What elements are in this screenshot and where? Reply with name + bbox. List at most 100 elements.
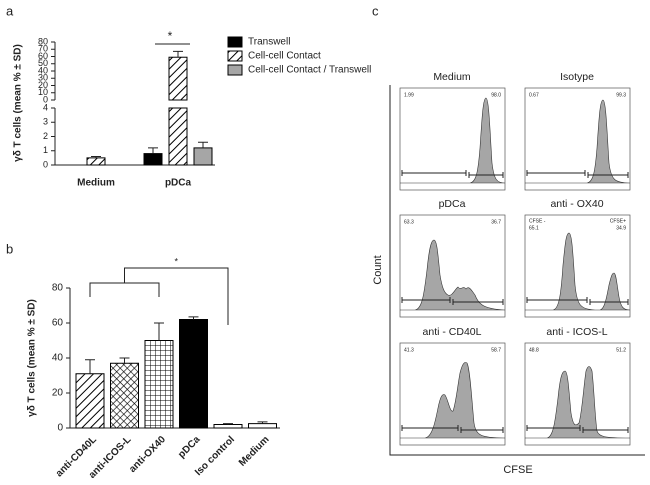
gate [401, 170, 504, 178]
gate-percent: 1.99 [404, 92, 414, 98]
legend-label: Transwell [248, 37, 290, 48]
error-bar [173, 50, 183, 58]
annotation: * [168, 29, 173, 43]
gate [401, 425, 504, 433]
bar [179, 319, 208, 429]
y-tick-label: 10 [38, 87, 48, 97]
gate-percent: 65.1 [529, 225, 539, 231]
frame [389, 85, 645, 456]
gate-percent: 98.0 [491, 92, 501, 98]
histogram-panel: anti - OX40 CFSE - CFSE+ 65.1 34.9 [524, 198, 631, 318]
legend-label: Cell-cell Contact [248, 51, 321, 62]
y-axis-label: Count [372, 255, 384, 284]
y-axis-label: γδ T cells (mean % ± SD) [13, 44, 24, 162]
histogram-panel: anti - CD40L 41.3 58.7 [399, 326, 506, 446]
histogram [525, 99, 631, 184]
bar [110, 362, 139, 429]
y-tick-label: 60 [52, 318, 64, 329]
bracket [89, 282, 160, 297]
y-tick-label: 20 [52, 388, 64, 399]
bar [143, 153, 163, 166]
x-tick-label: Medium [77, 178, 115, 189]
gate [526, 425, 629, 433]
gate-percent: 51.2 [616, 347, 626, 353]
y-axis [54, 42, 215, 166]
y-tick-label: 70 [38, 44, 48, 54]
bar [248, 423, 277, 429]
y-tick-label: 0 [43, 94, 48, 104]
plot-title: anti - OX40 [550, 198, 603, 210]
histogram-panel: anti - ICOS-L 48.8 51.2 [524, 326, 631, 446]
x-tick-label: pDCa [176, 434, 203, 461]
legend-label: Cell-cell Contact / Transwell [248, 65, 371, 76]
y-tick-label: 0 [43, 159, 48, 169]
y-tick-label: 2 [43, 131, 48, 141]
error-bar [188, 316, 199, 320]
gate [526, 297, 629, 305]
y-tick-label: 40 [38, 65, 48, 75]
plot-title: Isotype [560, 71, 594, 83]
gate-percent: 36.7 [491, 219, 501, 225]
gate [526, 170, 629, 178]
y-tick-label: 3 [43, 117, 48, 127]
plot-title: Medium [433, 71, 471, 83]
y-tick-label: 80 [38, 36, 48, 46]
bar [75, 373, 105, 429]
error-bar [148, 147, 158, 154]
panel-label: a [6, 3, 14, 18]
histogram-panel: Medium 1.99 98.0 [399, 71, 506, 191]
bar [213, 424, 243, 429]
error-bar [119, 357, 130, 364]
plot-title: pDCa [439, 198, 466, 210]
y-tick-label: 0 [57, 423, 63, 434]
x-tick-label: anti-OX40 [127, 434, 168, 475]
gate-name: CFSE - [529, 218, 546, 224]
gate-percent: 41.3 [404, 347, 414, 353]
bar [193, 147, 213, 166]
legend-swatch [227, 36, 243, 48]
y-tick-label: 1 [43, 145, 48, 155]
error-bar [91, 155, 101, 158]
gate-percent: 34.9 [616, 225, 626, 231]
error-bar [223, 423, 233, 425]
bracket [124, 267, 229, 325]
histogram [525, 366, 631, 439]
legend-swatch [227, 64, 243, 76]
y-tick-label: 60 [38, 51, 48, 61]
bar [168, 107, 188, 166]
annotation: * [174, 256, 178, 266]
plot-title: anti - CD40L [423, 326, 482, 338]
gate-name: CFSE+ [610, 218, 626, 224]
gate [401, 297, 504, 305]
histogram [400, 362, 506, 439]
gate-percent: 99.3 [616, 92, 626, 98]
histogram-panel: pDCa 63.3 36.7 [399, 198, 506, 318]
bar [168, 56, 188, 101]
panel-label: b [6, 241, 13, 256]
y-tick-label: 20 [38, 80, 48, 90]
bar [86, 157, 106, 166]
y-axis-label: γδ T cells (mean % ± SD) [27, 299, 38, 417]
error-bar [257, 421, 268, 424]
x-tick-label: Medium [237, 434, 272, 469]
gate-percent: 58.7 [491, 347, 501, 353]
x-axis-label: CFSE [503, 464, 532, 476]
y-tick-label: 4 [43, 102, 48, 112]
plot-title: anti - ICOS-L [546, 326, 607, 338]
y-tick-label: 80 [52, 283, 64, 294]
legend-swatch [227, 50, 243, 62]
x-tick-label: pDCa [165, 178, 192, 189]
gate-percent: 0.67 [529, 92, 539, 98]
histogram [400, 97, 506, 184]
error-bar [154, 322, 164, 341]
y-tick-label: 50 [38, 58, 48, 68]
bar [144, 340, 174, 429]
y-tick-label: 30 [38, 73, 48, 83]
histogram [400, 239, 506, 311]
gate-percent: 48.8 [529, 347, 539, 353]
histogram-panel: Isotype 0.67 99.3 [524, 71, 631, 191]
error-bar [85, 359, 95, 374]
panel-label: c [372, 3, 379, 18]
y-tick-label: 40 [52, 353, 64, 364]
